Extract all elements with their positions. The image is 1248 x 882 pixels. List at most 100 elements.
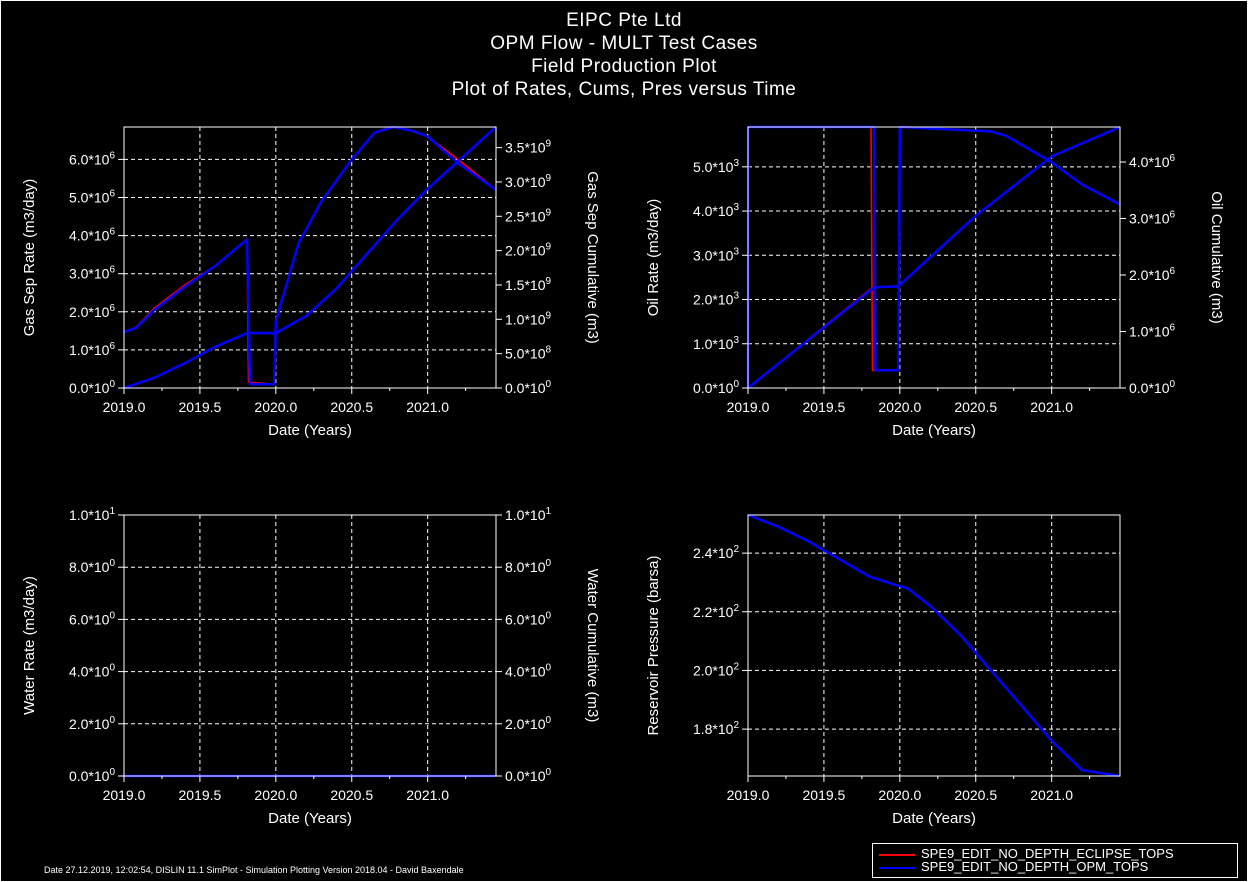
y-tick-label-0-0: 0.0*100 [69,379,115,396]
series-line-1-3 [747,125,1121,389]
series-line-1-1 [746,125,1121,389]
series-line-0-0 [123,126,497,386]
y-axis-label-2: Water Rate (m3/day) [21,576,38,715]
y2-tick-label-2-3: 6.0*100 [505,610,551,627]
y-tick-label-1-4: 4.0*103 [693,202,739,219]
x-tick-label-3-3: 2020.5 [954,787,997,803]
y-tick-label-1-1: 1.0*103 [693,335,739,352]
y-tick-label-2-3: 6.0*100 [69,610,115,627]
x-axis-label-3: Date (Years) [892,810,976,827]
series-line-1-2 [747,126,1121,389]
y2-tick-label-0-2: 1.0*109 [505,310,551,327]
x-tick-label-3-4: 2021.0 [1030,787,1073,803]
x-tick-label-2-4: 2021.0 [406,787,449,803]
y-tick-label-3-3: 2.4*102 [693,544,739,561]
y-tick-label-2-1: 2.0*100 [69,715,115,732]
y2-tick-label-0-7: 3.5*109 [505,139,551,156]
y2-axis-label-0: Gas Sep Cumulative (m3) [584,171,601,344]
y2-tick-label-2-5: 1.0*101 [505,506,551,523]
series-line-1-0 [747,126,1121,389]
y-tick-label-0-6: 6.0*106 [69,150,115,167]
y-tick-label-0-5: 5.0*106 [69,188,115,205]
y-tick-label-1-0: 0.0*100 [693,379,739,396]
y-axis-label-1: Oil Rate (m3/day) [645,199,662,317]
legend-label-opm: SPE9_EDIT_NO_DEPTH_OPM_TOPS [921,859,1149,874]
legend: SPE9_EDIT_NO_DEPTH_ECLIPSE_TOPS SPE9_EDI… [872,843,1238,878]
plot-area-3 [747,514,1121,777]
plot-area-1 [747,126,1121,389]
legend-item-eclipse: SPE9_EDIT_NO_DEPTH_ECLIPSE_TOPS [879,847,1174,861]
y2-tick-label-1-2: 2.0*106 [1129,266,1175,283]
y-axis-label-0: Gas Sep Rate (m3/day) [21,179,38,337]
y2-tick-label-0-5: 2.5*109 [505,207,551,224]
x-tick-label-1-1: 2019.5 [803,399,846,415]
y2-tick-label-0-4: 2.0*109 [505,242,551,259]
y-tick-label-0-4: 4.0*106 [69,227,115,244]
y2-tick-label-1-1: 1.0*106 [1129,323,1175,340]
y2-tick-label-1-0: 0.0*100 [1129,379,1175,396]
x-axis-label-0: Date (Years) [268,422,352,439]
legend-label-eclipse: SPE9_EDIT_NO_DEPTH_ECLIPSE_TOPS [921,846,1174,861]
x-tick-label-0-3: 2020.5 [330,399,373,415]
y-tick-label-1-5: 5.0*103 [693,158,739,175]
y-tick-label-3-2: 2.2*102 [693,603,739,620]
series-line-3-0 [747,514,1121,777]
y2-axis-label-2: Water Cumulative (m3) [584,569,601,723]
y2-tick-label-2-2: 4.0*100 [505,663,551,680]
legend-swatch-blue [879,866,915,869]
x-tick-label-3-1: 2019.5 [803,787,846,803]
y2-tick-label-0-3: 1.5*109 [505,276,551,293]
footer-info: Date 27.12.2019, 12:02:54, DISLIN 11.1 S… [44,865,464,875]
y2-tick-label-2-1: 2.0*100 [505,715,551,732]
y2-tick-label-2-0: 0.0*100 [505,767,551,784]
y-tick-label-0-3: 3.0*106 [69,265,115,282]
plot-area-2 [123,514,497,777]
y-tick-label-2-0: 0.0*100 [69,767,115,784]
x-tick-label-2-0: 2019.0 [103,787,146,803]
y2-tick-label-2-4: 8.0*100 [505,558,551,575]
y2-tick-label-1-4: 4.0*106 [1129,153,1175,170]
x-tick-label-3-2: 2020.0 [878,787,921,803]
y-tick-label-2-4: 8.0*100 [69,558,115,575]
x-tick-label-0-2: 2020.0 [254,399,297,415]
x-tick-label-1-3: 2020.5 [954,399,997,415]
x-tick-label-3-0: 2019.0 [727,787,770,803]
title-company: EIPC Pte Ltd [566,10,682,31]
x-tick-label-1-0: 2019.0 [727,399,770,415]
y-axis-label-3: Reservoir Pressure (barsa) [645,555,662,735]
y2-tick-label-0-1: 5.0*108 [505,345,551,362]
x-tick-label-2-1: 2019.5 [179,787,222,803]
title-case: OPM Flow - MULT Test Cases [490,33,758,54]
x-tick-label-0-1: 2019.5 [179,399,222,415]
series-line-3-1 [747,513,1121,778]
y-tick-label-2-2: 4.0*100 [69,663,115,680]
y2-tick-label-0-0: 0.0*100 [505,379,551,396]
x-tick-label-2-3: 2020.5 [330,787,373,803]
title-plot: Field Production Plot [531,56,717,77]
y2-tick-label-1-3: 3.0*106 [1129,210,1175,227]
y-tick-label-2-5: 1.0*101 [69,506,115,523]
title-subtitle: Plot of Rates, Cums, Pres versus Time [451,79,797,100]
legend-item-opm: SPE9_EDIT_NO_DEPTH_OPM_TOPS [879,860,1148,874]
y-tick-label-1-3: 3.0*103 [693,246,739,263]
series-line-0-3 [123,126,497,390]
x-tick-label-1-2: 2020.0 [878,399,921,415]
series-line-0-2 [123,126,497,389]
y2-axis-label-1: Oil Cumulative (m3) [1208,191,1225,324]
x-tick-label-0-4: 2021.0 [406,399,449,415]
y-tick-label-0-2: 2.0*106 [69,303,115,320]
y-tick-label-0-1: 1.0*106 [69,341,115,358]
y2-tick-label-0-6: 3.0*109 [505,173,551,190]
plot-area-0 [123,126,497,389]
y-tick-label-3-1: 2.0*102 [693,661,739,678]
series-line-0-1 [123,125,497,386]
legend-swatch-red [879,853,915,856]
y-tick-label-3-0: 1.8*102 [693,720,739,737]
y-tick-label-1-2: 2.0*103 [693,291,739,308]
x-axis-label-2: Date (Years) [268,810,352,827]
x-tick-label-1-4: 2021.0 [1030,399,1073,415]
x-axis-label-1: Date (Years) [892,422,976,439]
x-tick-label-2-2: 2020.0 [254,787,297,803]
x-tick-label-0-0: 2019.0 [103,399,146,415]
